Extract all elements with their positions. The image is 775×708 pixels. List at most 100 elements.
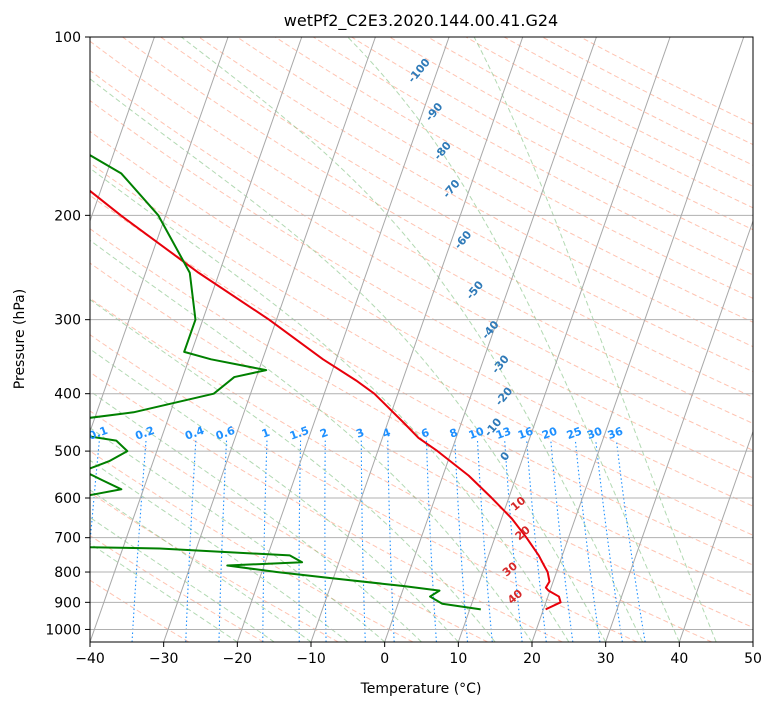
- moist-adiabat-label: -20: [493, 384, 516, 408]
- mixing-ratio-line: [476, 440, 493, 642]
- mixing-ratio-line: [425, 440, 437, 642]
- isotherm-line: [90, 37, 155, 223]
- moist-adiabat-label: -80: [431, 139, 454, 163]
- mixing-ratio-label: 1.5: [288, 424, 311, 443]
- isotherm-line: [90, 37, 303, 642]
- dry-adiabat-line: [90, 69, 753, 451]
- moist-adiabat-line: [90, 348, 459, 642]
- x-tick-label: −10: [296, 651, 326, 667]
- dry-adiabat-line: [541, 37, 753, 146]
- mixing-ratio-label: 0.2: [133, 424, 156, 443]
- x-tick-label: 30: [597, 651, 615, 667]
- mixing-ratio-label: 25: [565, 425, 584, 442]
- moist-adiabat-line: [90, 298, 496, 642]
- mixing-ratio-line: [387, 440, 395, 642]
- dry-adiabat-line: [580, 37, 753, 125]
- y-tick-label: 100: [54, 30, 81, 46]
- isotherm-line: [384, 37, 597, 642]
- plot-frame: [89, 36, 754, 643]
- mixing-ratio-line: [185, 440, 197, 642]
- plot-area: 0.1 0.2 0.4 0.6 1 1.5 2 3 4 6 8 10 13 16 20 25 30 36-100-…: [0, 37, 753, 642]
- moist-adiabat-line: [473, 37, 717, 642]
- y-tick-label: 700: [54, 531, 81, 547]
- x-tick-label: −30: [149, 651, 179, 667]
- isotherm-line: [310, 37, 524, 642]
- dry-adiabat-label: 20: [513, 523, 533, 543]
- isotherm-line: [90, 37, 229, 434]
- y-tick-label: 300: [54, 313, 81, 329]
- mixing-ratio-line: [218, 440, 228, 642]
- mixing-ratio-label: 0.6: [214, 424, 237, 443]
- dry-adiabat-line: [90, 40, 753, 424]
- mixing-ratio-line: [550, 440, 574, 642]
- isotherm-line: [457, 37, 671, 642]
- dry-adiabat-line: [90, 334, 638, 642]
- mixing-ratio-label: 1: [260, 426, 272, 441]
- dry-adiabat-line: [90, 99, 753, 479]
- dry-adiabat-line: [90, 579, 190, 642]
- mixing-ratio-label: 20: [540, 424, 559, 442]
- dry-adiabat-line: [90, 130, 753, 507]
- mixing-ratio-label: 6: [419, 426, 431, 441]
- mixing-ratio-line: [262, 440, 268, 642]
- mixing-ratio-line: [324, 440, 327, 642]
- mixing-ratio-line: [595, 440, 623, 642]
- isotherm-line: [605, 219, 753, 642]
- moist-adiabat-label: -40: [479, 318, 502, 342]
- moist-adiabat-line: [90, 239, 533, 642]
- x-tick-label: −20: [223, 651, 253, 667]
- x-axis: −40 −30 −20 −10 0 10 20 30 40 50: [75, 642, 762, 667]
- moist-adiabat-line: [90, 427, 385, 642]
- mixing-ratio-line: [454, 440, 469, 642]
- moist-adiabat-label: -30: [489, 352, 512, 376]
- chart-title: wetPf2_C2E3.2020.144.00.41.G24: [284, 11, 558, 31]
- moist-adiabat-line: [90, 542, 238, 642]
- x-axis-label: Temperature (°C): [360, 681, 482, 697]
- y-tick-label: 800: [54, 565, 81, 581]
- y-tick-label: 900: [54, 595, 81, 611]
- dry-adiabat-line: [351, 37, 753, 253]
- moist-adiabat-label: -70: [440, 177, 463, 201]
- dry-adiabat-line: [90, 534, 264, 642]
- isobar-grid: [90, 37, 753, 630]
- y-tick-label: 400: [54, 387, 81, 403]
- isotherm-line: [0, 37, 7, 642]
- mixing-ratio-label: 30: [585, 424, 604, 442]
- dry-adiabat-line: [427, 37, 753, 209]
- dry-adiabat-line: [274, 37, 753, 299]
- dry-adiabat-line: [198, 37, 753, 348]
- dry-adiabat-line: [90, 262, 753, 629]
- dry-adiabat-line: [122, 37, 753, 398]
- y-tick-label: 1000: [45, 622, 81, 638]
- x-tick-label: 40: [670, 651, 688, 667]
- moist-adiabat-line: [180, 37, 643, 642]
- mixing-ratio-line: [526, 440, 547, 642]
- mixing-ratio-label: 4: [381, 426, 393, 441]
- moist-adiabat-line: [90, 459, 349, 642]
- x-tick-label: 0: [380, 651, 389, 667]
- dry-adiabat-line: [503, 37, 753, 166]
- isotherm-line: [236, 37, 450, 642]
- y-tick-label: 200: [54, 208, 81, 224]
- isotherm-grid: [0, 37, 753, 642]
- x-tick-label: 50: [744, 651, 762, 667]
- dry-adiabat-line: [90, 297, 712, 642]
- isotherm-line: [752, 640, 753, 642]
- sounding-profiles: [90, 154, 562, 611]
- mixing-ratio-label: 8: [448, 426, 460, 441]
- mixing-ratio-line: [131, 440, 147, 642]
- mixing-ratio-label: 0.4: [183, 424, 206, 443]
- mixing-ratio-line: [360, 440, 366, 642]
- isotherm-line: [678, 430, 753, 642]
- x-tick-label: 10: [449, 651, 467, 667]
- x-tick-label: 20: [523, 651, 541, 667]
- mixing-ratio-label: 13: [494, 425, 513, 442]
- line-labels: 0.1 0.2 0.4 0.6 1 1.5 2 3 4 6 8 10 13 16 20 25 30 36-100-…: [90, 56, 625, 607]
- dry-adiabat-line: [389, 37, 753, 231]
- dry-adiabat-line: [90, 194, 753, 566]
- moist-adiabat-line: [90, 78, 607, 642]
- dry-adiabats: [90, 37, 753, 642]
- dry-adiabat-line: [90, 162, 753, 536]
- y-tick-label: 500: [54, 444, 81, 460]
